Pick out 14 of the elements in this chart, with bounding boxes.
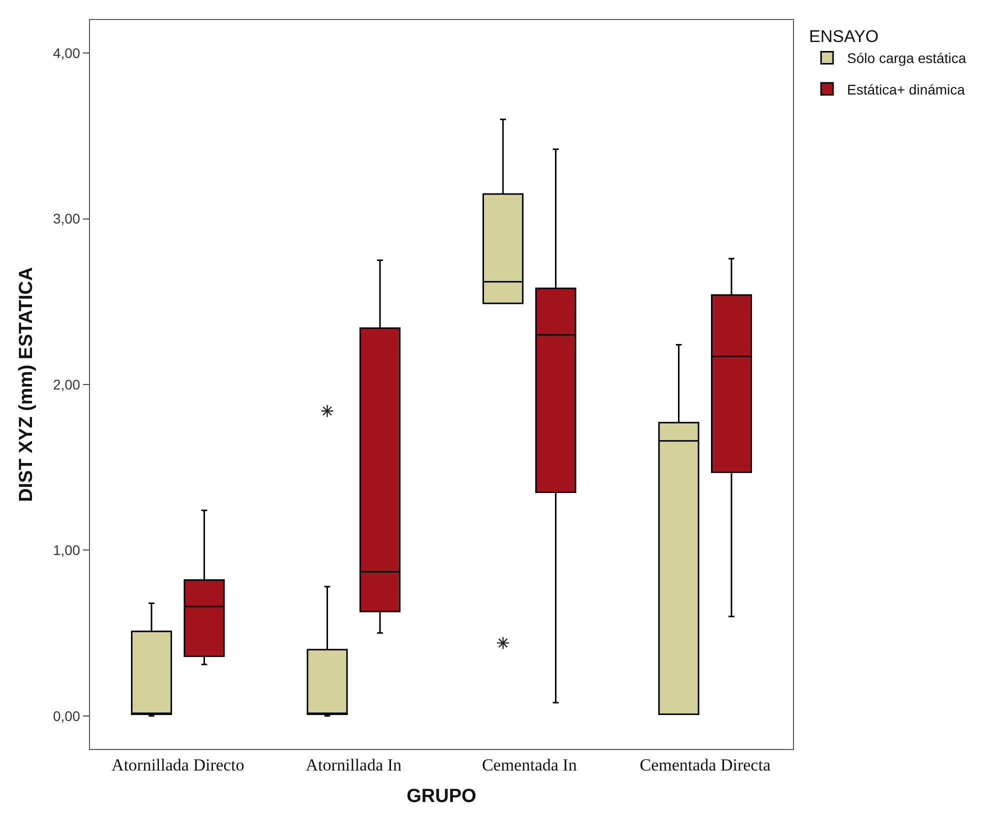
- x-tick-label: Cementada Directa: [640, 755, 771, 774]
- y-tick-label: 1,00: [52, 542, 80, 558]
- legend-title: ENSAYO: [809, 27, 879, 46]
- x-tick-label: Atornillada Directo: [112, 755, 244, 774]
- y-tick-label: 3,00: [52, 210, 80, 227]
- legend-label: Estática+ dinámica: [847, 81, 966, 98]
- x-axis-title: GRUPO: [406, 786, 476, 808]
- y-axis-title: DIST XYZ (mm) ESTATICA: [16, 266, 37, 502]
- x-tick-label: Cementada In: [482, 755, 578, 774]
- y-tick-label: 0,00: [52, 708, 80, 724]
- y-tick-label: 4,00: [52, 45, 80, 62]
- y-tick-label: 2,00: [52, 376, 80, 392]
- legend-label: Sólo carga estática: [847, 50, 966, 66]
- x-tick-label: Atornillada In: [306, 755, 402, 774]
